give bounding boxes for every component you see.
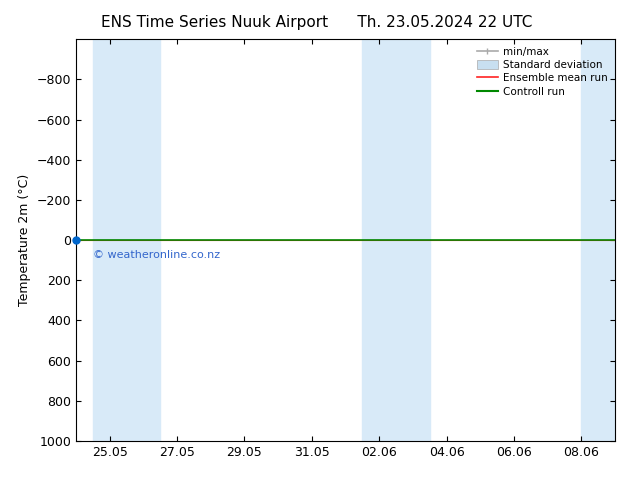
Bar	[581, 39, 615, 441]
Bar	[93, 39, 160, 441]
Bar	[363, 39, 430, 441]
Y-axis label: Temperature 2m (°C): Temperature 2m (°C)	[18, 174, 31, 306]
Legend: min/max, Standard deviation, Ensemble mean run, Controll run: min/max, Standard deviation, Ensemble me…	[473, 42, 612, 101]
Text: ENS Time Series Nuuk Airport      Th. 23.05.2024 22 UTC: ENS Time Series Nuuk Airport Th. 23.05.2…	[101, 15, 533, 30]
Text: © weatheronline.co.nz: © weatheronline.co.nz	[93, 250, 220, 260]
